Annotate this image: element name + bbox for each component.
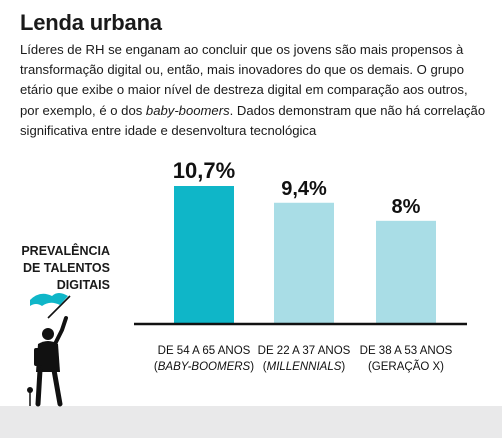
y-axis-label-line-3: DIGITAIS <box>56 278 110 292</box>
category-label-1: DE 54 A 65 ANOS <box>158 345 251 357</box>
category-sublabel-3: (GERAÇÃO X) <box>368 360 444 373</box>
bar-2 <box>274 202 334 324</box>
intro-text-part1: Líderes de RH se enganam ao concluir que… <box>20 42 468 118</box>
y-axis-label-line-1: PREVALÊNCIA <box>21 244 110 258</box>
category-labels-group: DE 54 A 65 ANOS (BABY-BOOMERS) DE 22 A 37 … <box>154 345 453 373</box>
value-label-1: 10,7% <box>173 158 235 183</box>
ground-strip <box>0 406 502 438</box>
intro-paragraph: Líderes de RH se enganam ao concluir que… <box>20 40 490 141</box>
page-title: Lenda urbana <box>20 10 162 35</box>
category-sublabel-2: (MILLENNIALS) <box>263 361 346 373</box>
value-label-2: 9,4% <box>281 178 327 200</box>
bars-group: 10,7% 9,4% 8% <box>173 158 436 324</box>
intro-text-emphasis: baby-boomers <box>145 102 230 118</box>
category-label-3: DE 38 A 53 ANOS <box>360 345 453 357</box>
value-label-3: 8% <box>392 196 421 218</box>
y-axis-label: PREVALÊNCIA DE TALENTOS DIGITAIS <box>0 243 110 294</box>
intro-text-part2: . Dados demonstram que não há correlação… <box>20 102 486 138</box>
y-axis-label-line-2: DE TALENTOS <box>22 261 110 275</box>
bar-3 <box>376 220 436 324</box>
bar-1 <box>174 186 234 324</box>
category-sublabel-1: (BABY-BOOMERS) <box>154 361 254 373</box>
person-with-flag-icon <box>27 293 71 407</box>
category-label-2: DE 22 A 37 ANOS <box>258 345 351 357</box>
